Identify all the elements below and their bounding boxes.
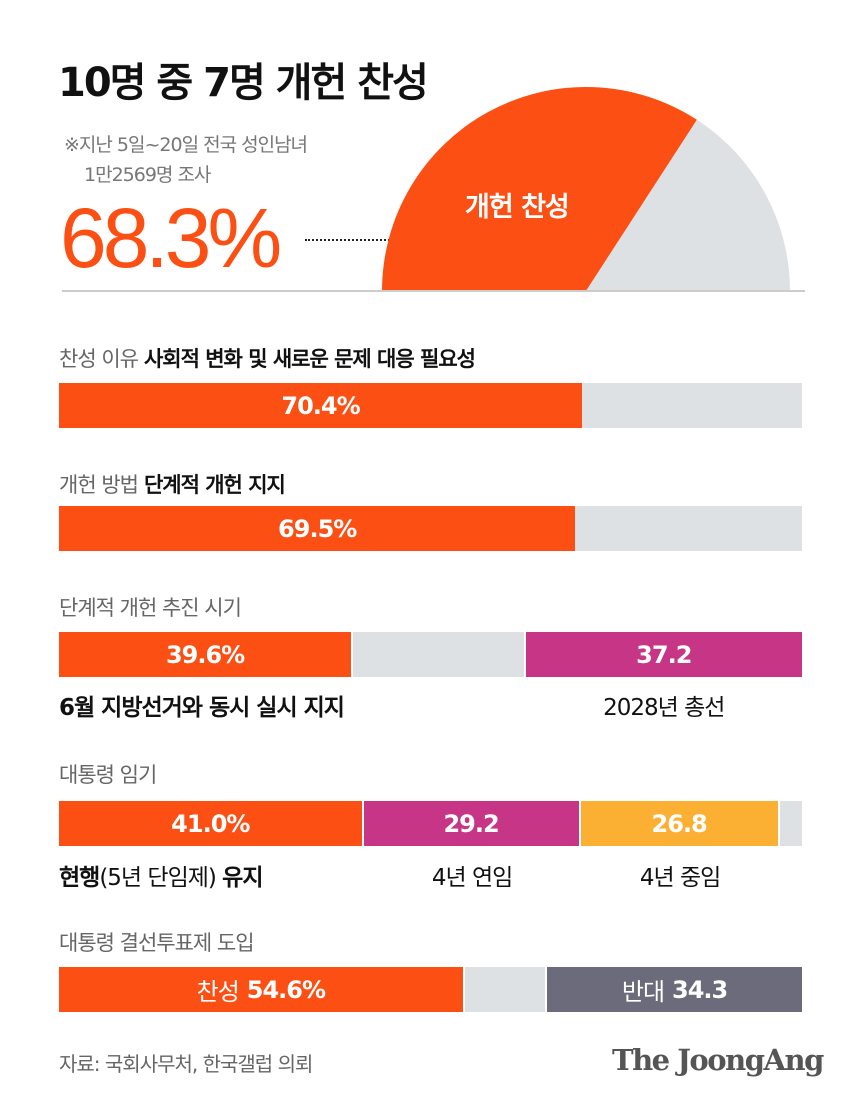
bar-segment: 41.0% <box>59 801 364 846</box>
data-label: 70.4% <box>281 391 360 420</box>
stacked-bar-method: 69.5% <box>59 506 802 551</box>
section-category: 대통령 결선투표제 도입 <box>59 931 255 955</box>
bar-segment <box>779 801 802 846</box>
data-label: 34.3 <box>672 975 728 1004</box>
data-label: 26.8 <box>651 809 708 838</box>
section-headline: 단계적 개헌 지지 <box>143 473 286 497</box>
category-label: 4년 연임 <box>431 858 513 892</box>
stacked-bar-reason: 70.4% <box>59 383 802 428</box>
bar-segment: 찬성 54.6% <box>59 967 465 1012</box>
bar-segment: 39.6% <box>59 632 354 677</box>
section-label-method: 개헌 방법 단계적 개헌 지지 <box>59 469 286 499</box>
pie-slice-label: 개헌 찬성 <box>465 192 570 223</box>
source-note: 자료: 국회사무처, 한국갤럽 의뢰 <box>59 1052 313 1076</box>
category-label-part: 현행 <box>59 865 100 891</box>
bar-segment: 37.2 <box>525 632 802 677</box>
category-label-part: 6월 지방선거와 동시 실시 지지 <box>59 695 345 721</box>
category-label-part: (5년 단임제) <box>99 865 223 891</box>
section-label-term: 대통령 임기 <box>59 759 157 789</box>
section-category: 개헌 방법 <box>59 473 139 497</box>
bar-segment: 29.2 <box>363 801 581 846</box>
category-label-part: 4년 연임 <box>431 865 513 891</box>
bar-segment <box>464 967 548 1012</box>
data-label: 37.2 <box>636 640 692 669</box>
section-headline: 사회적 변화 및 새로운 문제 대응 필요성 <box>143 347 476 371</box>
category-label: 4년 중임 <box>639 858 721 892</box>
headline-percentage: 68.3% <box>60 191 282 285</box>
survey-note-line1: ※지난 5일~20일 전국 성인남녀 <box>64 134 308 156</box>
category-label: 6월 지방선거와 동시 실시 지지 <box>59 688 345 722</box>
section-category: 대통령 임기 <box>59 763 157 787</box>
category-label-part: 2028년 총선 <box>603 695 725 721</box>
section-label-runoff: 대통령 결선투표제 도입 <box>59 927 255 957</box>
bar-segment: 69.5% <box>59 506 576 551</box>
bar-segment <box>353 632 526 677</box>
data-label: 69.5% <box>278 514 357 543</box>
segment-prefix: 반대 <box>621 978 665 1006</box>
stacked-bar-timing: 39.6% 37.2 <box>59 632 802 677</box>
publisher-logo: The JoongAng <box>612 1043 824 1077</box>
section-category: 단계적 개헌 추진 시기 <box>59 596 242 620</box>
leader-line <box>305 239 409 241</box>
data-label: 54.6% <box>246 975 326 1004</box>
section-category: 찬성 이유 <box>59 347 139 371</box>
category-label: 현행(5년 단임제) 유지 <box>59 858 264 892</box>
category-label: 2028년 총선 <box>603 688 725 722</box>
pie-slice-support <box>382 87 697 291</box>
data-label: 29.2 <box>443 809 499 838</box>
data-label: 41.0% <box>171 809 250 838</box>
survey-note-line2: 1만2569명 조사 <box>84 164 211 186</box>
category-label-part: 유지 <box>222 865 263 891</box>
bar-segment: 26.8 <box>580 801 780 846</box>
segment-prefix: 찬성 <box>196 978 240 1006</box>
stacked-bar-runoff: 찬성 54.6% 반대 34.3 <box>59 967 802 1012</box>
category-label-part: 4년 중임 <box>639 865 721 891</box>
stacked-bar-term: 41.0% 29.2 26.8 <box>59 801 802 846</box>
baseline <box>62 290 805 292</box>
section-label-reason: 찬성 이유 사회적 변화 및 새로운 문제 대응 필요성 <box>59 343 476 373</box>
bar-segment: 반대 34.3 <box>547 967 802 1012</box>
chart-title: 10명 중 7명 개헌 찬성 <box>58 60 429 106</box>
section-label-timing: 단계적 개헌 추진 시기 <box>59 592 242 622</box>
bar-segment: 70.4% <box>59 383 583 428</box>
data-label: 39.6% <box>165 640 245 669</box>
pie-slice-rest <box>586 119 790 291</box>
half-pie-chart <box>382 87 790 291</box>
